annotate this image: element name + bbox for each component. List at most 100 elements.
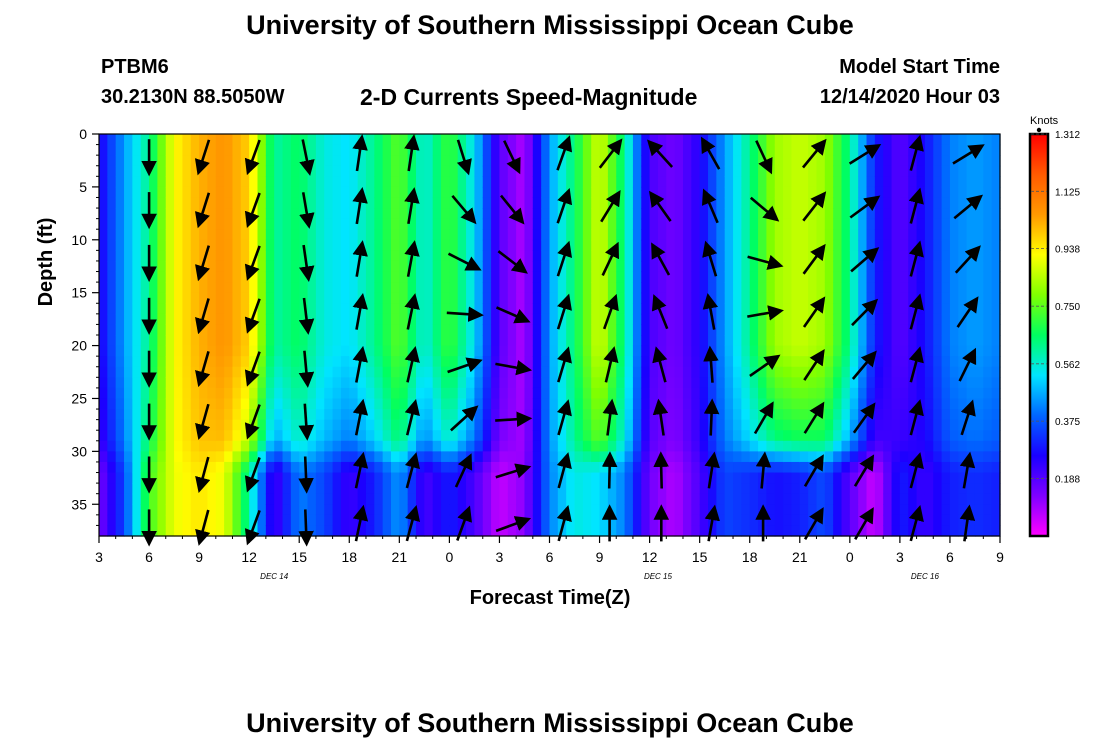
heatmap-cell — [991, 324, 1001, 336]
heatmap-cell — [624, 451, 634, 463]
heatmap-cell — [591, 313, 601, 326]
heatmap-cell — [290, 461, 300, 474]
heatmap-cell — [924, 366, 934, 378]
heatmap-cell — [933, 144, 943, 156]
current-vector-arrow — [299, 139, 315, 176]
heatmap-cell — [140, 229, 150, 241]
heatmap-cell — [340, 504, 350, 516]
heatmap-cell — [858, 144, 868, 156]
heatmap-cell — [616, 229, 626, 241]
heatmap-cell — [174, 525, 184, 537]
heatmap-cell — [349, 525, 359, 537]
heatmap-cell — [858, 398, 868, 410]
heatmap-cell — [307, 451, 317, 463]
heatmap-cell — [307, 292, 317, 304]
heatmap-cell — [457, 440, 467, 452]
heatmap-cell — [249, 144, 259, 156]
heatmap-cell — [482, 134, 492, 146]
heatmap-cell — [357, 282, 367, 294]
heatmap-cell — [374, 356, 384, 368]
heatmap-cell — [115, 514, 125, 527]
heatmap-cell — [691, 514, 701, 527]
heatmap-cell — [691, 430, 701, 442]
heatmap-cell — [549, 292, 559, 304]
heatmap-cell — [307, 493, 317, 505]
heatmap-cell — [449, 155, 459, 167]
heatmap-cell — [315, 525, 325, 537]
heatmap-cell — [115, 356, 125, 368]
heatmap-cell — [858, 483, 868, 495]
heatmap-cell — [766, 229, 776, 241]
heatmap-cell — [115, 472, 125, 484]
heatmap-cell — [916, 483, 926, 495]
current-vector-arrow — [503, 140, 521, 175]
heatmap-cell — [365, 366, 375, 378]
heatmap-cell — [582, 176, 592, 188]
current-vector-arrow — [195, 245, 211, 282]
heatmap-cell — [516, 451, 526, 463]
heatmap-cell — [582, 208, 592, 220]
heatmap-cell — [724, 282, 734, 294]
heatmap-cell — [891, 324, 901, 336]
heatmap-cell — [357, 313, 367, 326]
heatmap-cell — [115, 144, 125, 156]
heatmap-cell — [791, 303, 801, 315]
heatmap-cell — [949, 356, 959, 368]
heatmap-cell — [682, 461, 692, 474]
heatmap-cell — [816, 260, 826, 273]
heatmap-cell — [232, 260, 242, 273]
heatmap-cell — [499, 398, 509, 410]
heatmap-cell — [708, 493, 717, 505]
heatmap-cell — [691, 472, 701, 484]
heatmap-cell — [207, 451, 217, 463]
heatmap-cell — [290, 282, 300, 294]
heatmap-cell — [99, 504, 108, 516]
heatmap-cell — [182, 292, 192, 304]
heatmap-cell — [516, 493, 526, 505]
heatmap-cell — [265, 335, 275, 347]
heatmap-cell — [549, 461, 559, 474]
heatmap-cell — [224, 271, 234, 283]
heatmap-cell — [207, 366, 217, 378]
heatmap-cell — [224, 472, 234, 484]
heatmap-cell — [382, 260, 392, 273]
heatmap-cell — [724, 176, 734, 188]
heatmap-cell — [174, 165, 184, 177]
heatmap-cell — [474, 451, 484, 463]
heatmap-cell — [466, 134, 476, 146]
x-tick-label: 6 — [546, 549, 554, 565]
heatmap-cell — [374, 324, 384, 336]
heatmap-cell — [724, 303, 734, 315]
heatmap-cell — [657, 483, 667, 495]
heatmap-cell — [691, 229, 701, 241]
heatmap-cell — [174, 144, 184, 156]
heatmap-cell — [149, 229, 158, 241]
heatmap-cell — [933, 483, 943, 495]
heatmap-cell — [199, 493, 209, 505]
heatmap-cell — [824, 493, 834, 505]
heatmap-cell — [766, 313, 776, 326]
heatmap-cell — [315, 387, 325, 400]
heatmap-cell — [99, 239, 108, 251]
heatmap-cell — [215, 377, 225, 389]
heatmap-cell — [140, 208, 150, 220]
heatmap-cell — [474, 155, 484, 167]
heatmap-cell — [541, 356, 551, 368]
heatmap-cell — [849, 197, 859, 209]
heatmap-cell — [532, 292, 542, 304]
heatmap-cell — [532, 250, 542, 262]
heatmap-cell — [240, 409, 250, 421]
heatmap-cell — [441, 483, 450, 495]
heatmap-cell — [733, 483, 742, 495]
heatmap-cell — [566, 144, 576, 156]
heatmap-cell — [941, 430, 951, 442]
heatmap-cell — [240, 303, 250, 315]
heatmap-cell — [733, 335, 742, 347]
heatmap-cell — [607, 472, 617, 484]
heatmap-cell — [174, 440, 184, 452]
heatmap-cell — [207, 229, 217, 241]
heatmap-cell — [941, 250, 951, 262]
heatmap-cell — [482, 440, 492, 452]
heatmap-cell — [499, 514, 509, 527]
heatmap-cell — [858, 419, 868, 431]
